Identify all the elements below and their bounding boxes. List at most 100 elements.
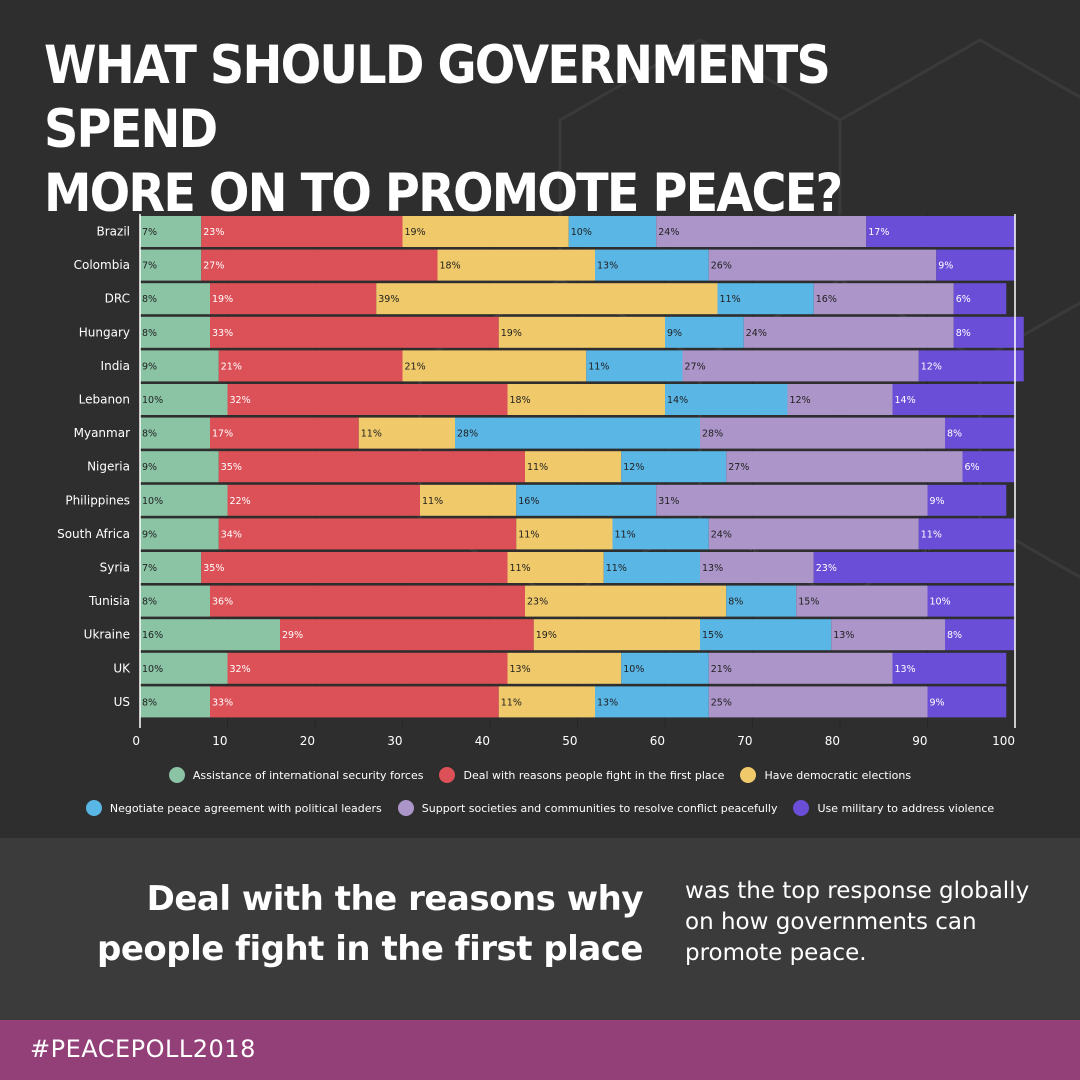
data-label: 11% [361,429,382,440]
bar-segment [376,283,718,315]
bar-segment [498,316,665,348]
bar-segment [227,652,508,684]
x-tick-label: 0 [132,734,140,748]
data-label: 29% [282,630,303,641]
data-label: 22% [230,496,251,507]
data-label: 21% [711,664,732,675]
bar-segment [201,552,508,583]
legend-item: Use military to address violence [793,800,994,816]
bar-segment [507,384,665,415]
data-label: 17% [212,429,233,440]
hashtag: #PEACEPOLL2018 [30,1035,256,1063]
data-label: 8% [947,429,962,440]
data-label: 12% [623,462,644,473]
bar-segment [402,350,587,382]
bar-segment [656,216,867,247]
footer-bar: #PEACEPOLL2018 [0,1020,1080,1080]
bar-segment [140,686,210,718]
bar-segment [918,518,1015,550]
bar-segment [595,686,709,718]
data-label: 9% [142,361,157,372]
category-label: Myanmar [74,426,130,440]
bar-segment [726,451,963,483]
bar-segment [726,585,797,617]
bar-segment [568,216,657,247]
legend-label: Assistance of international security for… [192,768,424,782]
bar-segment [140,619,280,651]
bar-segment [210,686,499,718]
bar-segment [525,451,622,483]
data-label: 23% [816,563,837,574]
legend-swatch [740,767,757,783]
data-label: 11% [422,496,443,507]
data-label: 9% [930,697,945,708]
data-label: 11% [588,361,609,372]
data-label: 21% [221,361,242,372]
x-tick-label: 40 [475,734,490,748]
legend-swatch [439,767,456,783]
data-label: 39% [378,294,399,305]
bar-segment [140,552,202,583]
data-label: 11% [501,697,522,708]
data-label: 11% [518,529,539,540]
category-label: Brazil [97,225,131,239]
bar-segment [918,350,1024,382]
data-label: 7% [142,261,157,272]
x-tick-label: 80 [825,734,840,748]
category-label: Colombia [74,258,130,272]
bar-segment [140,249,202,281]
data-label: 33% [212,328,233,339]
data-label: 13% [833,630,854,641]
bar-segment [227,484,420,516]
data-label: 28% [457,429,478,440]
data-label: 11% [510,563,531,574]
bar-segment [210,316,499,348]
highlight-statement: Deal with the reasons why people fight i… [97,879,643,969]
bar-segment [831,619,945,651]
bar-segment [210,417,359,449]
data-label: 10% [623,664,644,675]
data-label: 13% [510,664,531,675]
data-label: 11% [527,462,548,473]
data-label: 18% [440,261,461,272]
legend-label: Use military to address violence [817,801,995,815]
bar-segment [953,283,1007,315]
data-label: 28% [702,429,723,440]
data-label: 12% [921,361,942,372]
data-label: 19% [212,294,233,305]
bar-segment [962,451,1015,483]
x-tick-label: 50 [562,734,577,748]
bar-segment [140,484,228,516]
bar-segment [813,552,1015,583]
legend-swatch [85,800,102,816]
bar-segment [227,384,508,415]
bar-segment [140,652,228,684]
bar-segment [866,216,1015,247]
x-tick-label: 90 [912,734,927,748]
bar-segment [787,384,893,415]
highlight-description: was the top response globally on how gov… [685,878,1030,966]
bar-segment [813,283,954,315]
bar-segment [708,249,937,281]
bar-segment [218,451,525,483]
data-label: 10% [571,227,592,238]
bar-segment [708,652,893,684]
data-label: 35% [203,563,224,574]
bar-segment [595,249,709,281]
category-label: Hungary [79,325,130,339]
data-label: 36% [212,597,233,608]
x-tick-label: 10 [212,734,227,748]
bar-segment [498,686,595,718]
data-label: 33% [212,697,233,708]
data-label: 34% [221,529,242,540]
data-label: 18% [510,395,531,406]
data-label: 27% [685,361,706,372]
data-label: 14% [667,395,688,406]
data-label: 8% [142,294,157,305]
bar-segment [210,585,525,617]
data-label: 19% [501,328,522,339]
bar-segment [708,518,919,550]
data-label: 7% [142,227,157,238]
data-label: 11% [921,529,942,540]
x-tick-label: 20 [300,734,315,748]
